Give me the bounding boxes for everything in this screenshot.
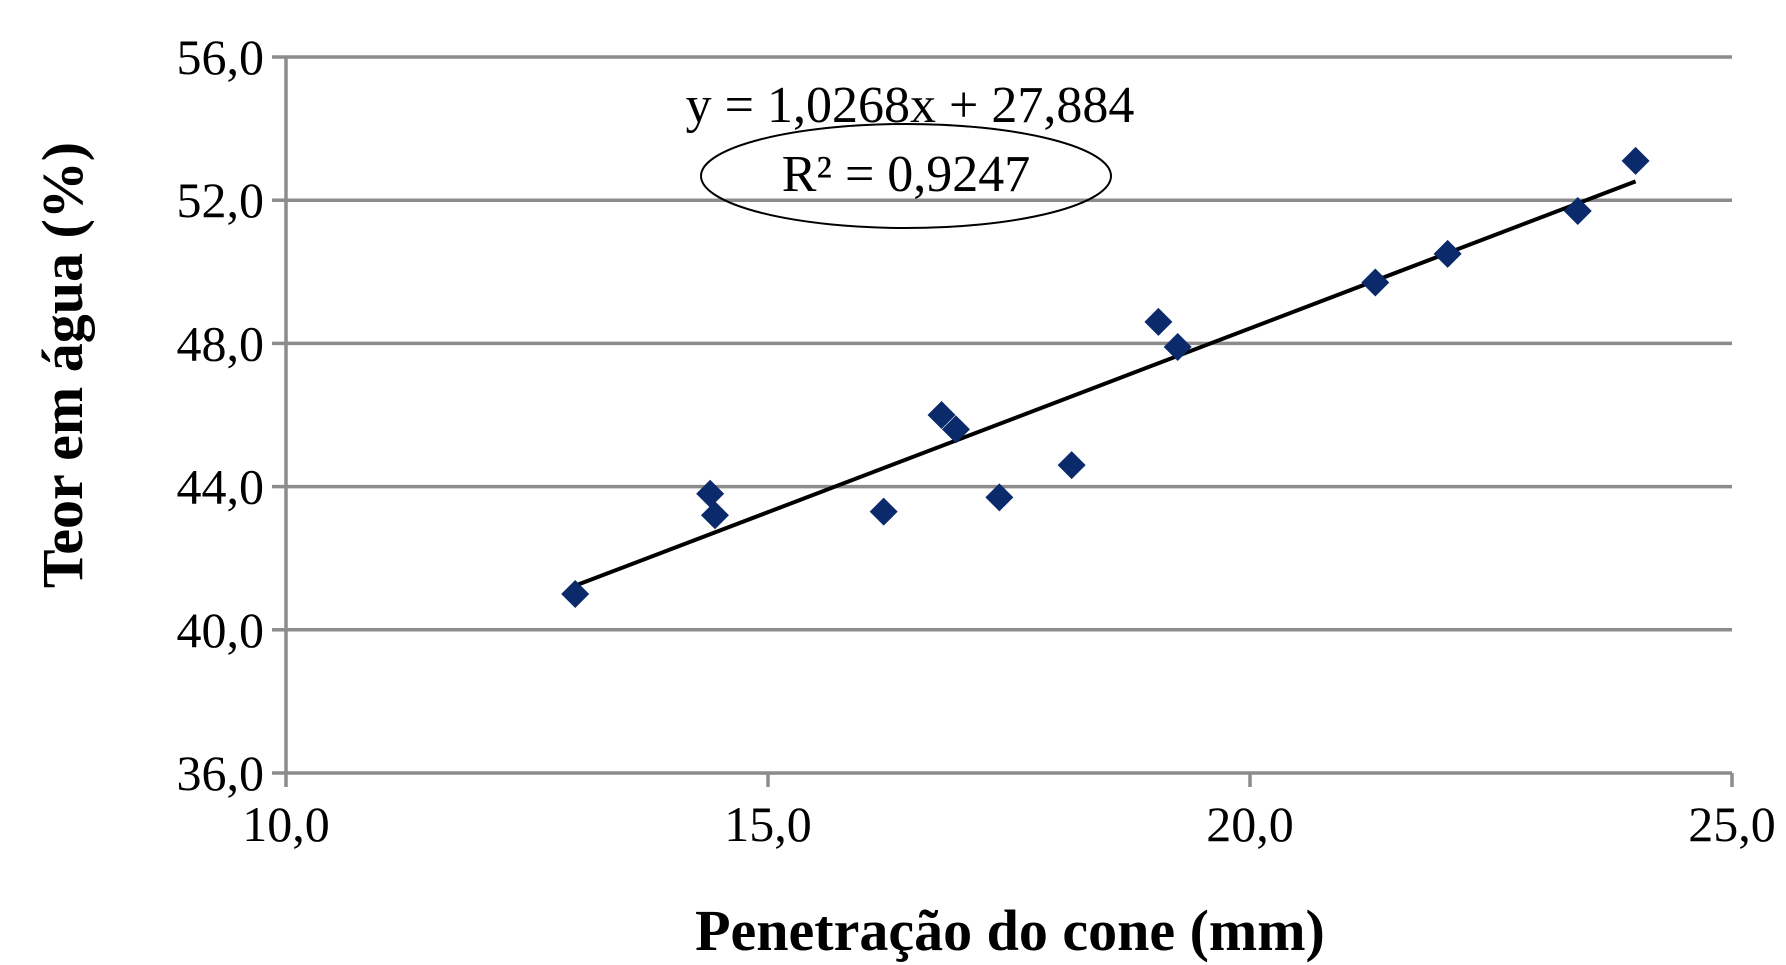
- x-tick-label: 25,0: [1688, 796, 1776, 852]
- data-points: [561, 146, 1650, 608]
- x-tick-labels: 10,0 15,0 20,0 25,0: [242, 796, 1776, 852]
- x-axis-title: Penetração do cone (mm): [695, 898, 1325, 963]
- data-point: [1361, 268, 1390, 297]
- data-point: [1057, 451, 1086, 480]
- data-point: [1563, 196, 1592, 225]
- data-point: [985, 483, 1014, 512]
- data-point: [1433, 239, 1462, 268]
- trendline-equation: y = 1,0268x + 27,884: [686, 77, 1135, 134]
- data-point: [869, 497, 898, 526]
- x-tick-label: 10,0: [242, 796, 330, 852]
- y-tick-label: 36,0: [177, 745, 265, 801]
- y-tick-labels: 36,0 40,0 44,0 48,0 52,0 56,0: [177, 29, 265, 801]
- trendline: [574, 179, 1637, 588]
- r-squared-label: R² = 0,9247: [782, 146, 1031, 203]
- r-squared-ellipse: [700, 123, 1112, 229]
- data-point: [1163, 332, 1192, 361]
- x-tick-label: 15,0: [724, 796, 812, 852]
- axes: [272, 55, 1734, 787]
- data-point: [561, 580, 590, 608]
- data-point: [941, 415, 970, 444]
- y-tick-label: 40,0: [177, 602, 265, 658]
- y-tick-label: 44,0: [177, 459, 265, 515]
- data-point: [1621, 146, 1650, 175]
- y-tick-label: 48,0: [177, 315, 265, 371]
- y-tick-label: 52,0: [177, 172, 265, 228]
- y-tick-label: 56,0: [177, 29, 265, 85]
- data-point: [700, 501, 729, 530]
- gridlines: [286, 55, 1732, 632]
- y-axis-title: Teor em água (%): [30, 142, 95, 588]
- data-point: [696, 479, 725, 508]
- data-point: [1144, 307, 1173, 336]
- data-point: [927, 401, 956, 429]
- x-tick-label: 20,0: [1206, 796, 1294, 852]
